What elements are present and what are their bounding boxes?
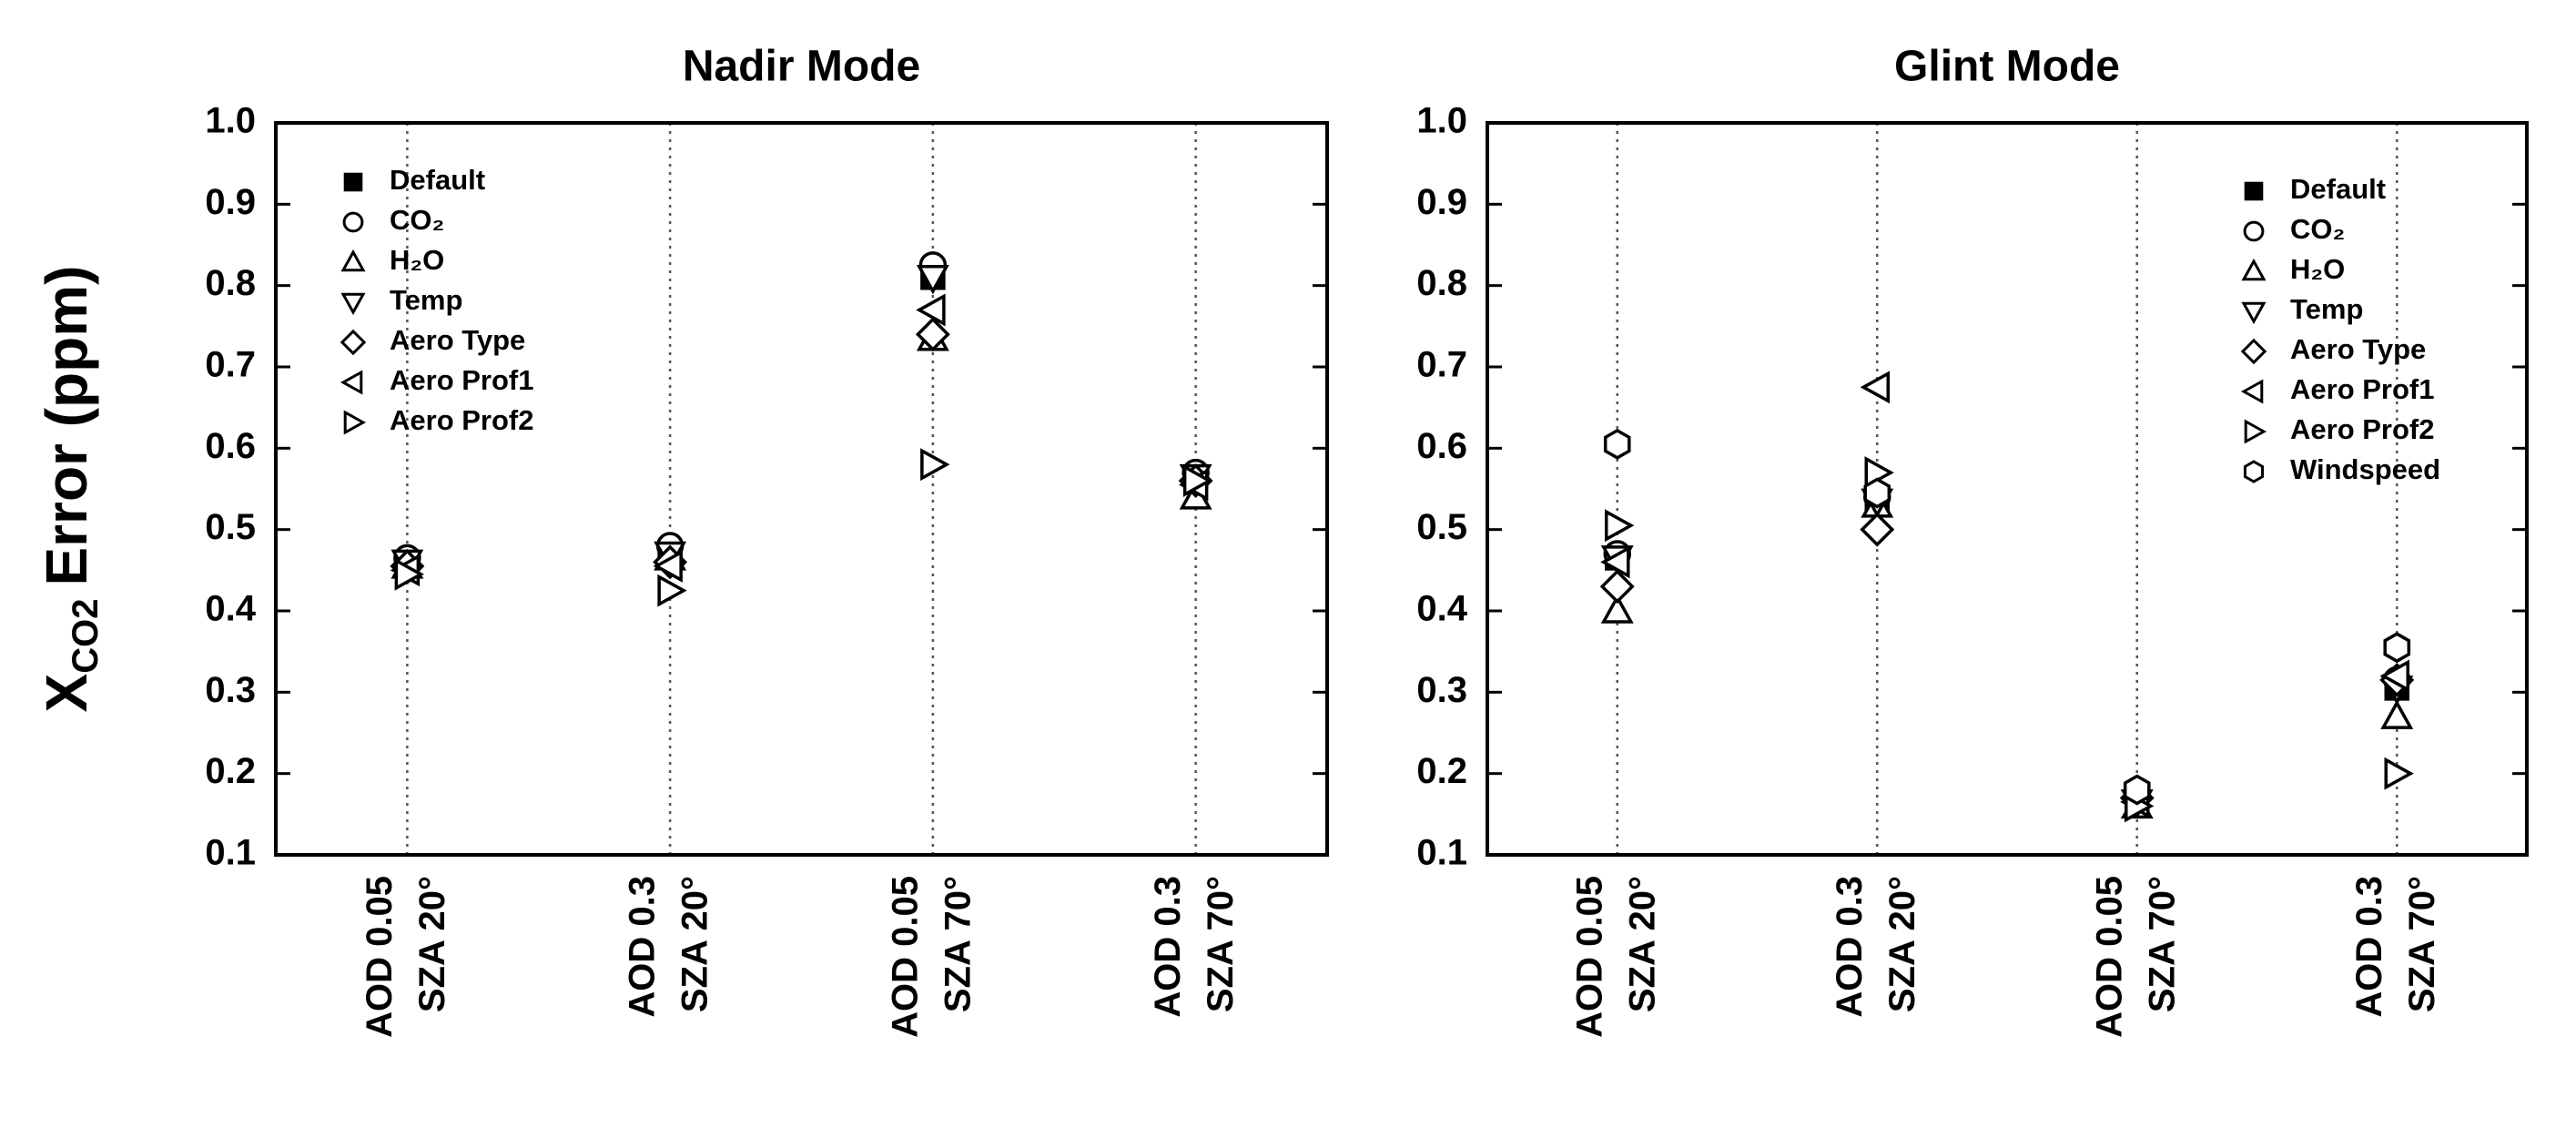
- legend-label: Temp: [2290, 293, 2363, 325]
- y-tick-label: 0.7: [205, 345, 256, 385]
- y-tick-label: 0.8: [205, 263, 256, 303]
- chart-title: Glint Mode: [1894, 43, 2120, 91]
- y-tick-label: 0.9: [1416, 182, 1467, 222]
- data-point: [1603, 428, 1631, 460]
- x-tick-label: SZA 70°: [1201, 876, 1241, 1012]
- y-tick-label: 0.5: [1416, 507, 1467, 547]
- x-tick-label: AOD 0.05: [360, 876, 400, 1038]
- data-point: [916, 293, 946, 327]
- marker: [342, 211, 364, 233]
- x-tick-label: AOD 0.3: [1830, 876, 1870, 1018]
- data-point: [1863, 477, 1891, 509]
- y-tick-label: 0.3: [205, 670, 256, 710]
- y-tick-label: 0.5: [205, 507, 256, 547]
- marker: [340, 249, 366, 272]
- y-tick-label: 0.3: [1416, 670, 1467, 710]
- marker: [343, 410, 367, 435]
- data-point: [916, 264, 949, 295]
- marker: [340, 370, 363, 395]
- data-point: [657, 574, 687, 607]
- data-point: [2384, 757, 2414, 790]
- plot-frame: [274, 121, 1329, 857]
- legend-label: H₂O: [2290, 253, 2345, 285]
- legend-label: Aero Prof2: [390, 404, 533, 436]
- data-point: [920, 448, 950, 482]
- y-axis-label-sub: CO2: [66, 599, 106, 674]
- x-tick-label: AOD 0.3: [2349, 876, 2389, 1018]
- data-point: [915, 317, 950, 352]
- marker: [340, 329, 367, 356]
- marker: [2243, 220, 2265, 242]
- x-tick-label: AOD 0.3: [623, 876, 663, 1018]
- marker: [340, 292, 366, 316]
- data-point: [653, 549, 683, 583]
- legend-label: Default: [390, 164, 485, 196]
- x-tick-label: SZA 70°: [2402, 876, 2442, 1012]
- data-point: [2123, 774, 2151, 806]
- y-tick-label: 0.1: [205, 833, 256, 873]
- marker: [2240, 379, 2264, 404]
- data-point: [1860, 371, 1890, 404]
- x-tick-label: SZA 70°: [2142, 876, 2182, 1012]
- x-tick-label: SZA 20°: [1622, 876, 1662, 1012]
- legend-label: Aero Type: [390, 324, 525, 356]
- data-point: [1600, 545, 1630, 579]
- y-tick-label: 0.8: [1416, 263, 1467, 303]
- legend-label: Temp: [390, 284, 462, 316]
- y-tick-label: 0.6: [1416, 426, 1467, 466]
- marker: [2243, 460, 2265, 483]
- data-point: [1182, 464, 1213, 498]
- legend-label: Windspeed: [2290, 453, 2440, 485]
- x-tick-label: SZA 20°: [412, 876, 452, 1012]
- marker: [2244, 419, 2267, 444]
- data-point: [1600, 594, 1634, 624]
- data-point: [2380, 699, 2414, 729]
- marker: [2241, 301, 2267, 325]
- data-point: [2379, 659, 2409, 693]
- y-axis-label: XCO2 Error (ppm): [34, 266, 106, 713]
- marker: [2241, 258, 2267, 281]
- y-tick-label: 0.6: [205, 426, 256, 466]
- plot-frame: [1486, 121, 2529, 857]
- marker: [2244, 181, 2264, 201]
- marker: [2240, 338, 2267, 365]
- legend-label: Aero Prof2: [2290, 413, 2434, 445]
- x-tick-label: AOD 0.05: [1569, 876, 1609, 1038]
- x-tick-label: AOD 0.05: [2089, 876, 2129, 1038]
- x-tick-label: SZA 70°: [938, 876, 978, 1012]
- y-axis-label-part: X: [34, 673, 99, 712]
- y-tick-label: 0.7: [1416, 345, 1467, 385]
- legend-label: CO₂: [2290, 213, 2345, 245]
- legend-label: CO₂: [390, 204, 444, 236]
- y-tick-label: 0.1: [1416, 833, 1467, 873]
- legend-label: Aero Prof1: [2290, 373, 2434, 405]
- data-point: [2383, 632, 2411, 664]
- y-tick-label: 0.2: [205, 751, 256, 791]
- legend-label: Aero Prof1: [390, 364, 533, 396]
- y-tick-label: 1.0: [1416, 101, 1467, 141]
- legend-label: H₂O: [390, 244, 444, 276]
- legend-label: Aero Type: [2290, 333, 2426, 365]
- y-tick-label: 0.4: [1416, 589, 1467, 629]
- data-point: [394, 557, 424, 591]
- y-tick-label: 0.2: [1416, 751, 1467, 791]
- y-axis-label-part: Error (ppm): [34, 266, 99, 586]
- chart-title: Nadir Mode: [683, 43, 920, 91]
- marker: [343, 172, 363, 192]
- legend-label: Default: [2290, 173, 2386, 205]
- x-tick-label: SZA 20°: [1882, 876, 1922, 1012]
- x-tick-label: SZA 20°: [675, 876, 715, 1012]
- data-point: [1599, 569, 1635, 605]
- y-tick-label: 1.0: [205, 101, 256, 141]
- y-tick-label: 0.4: [205, 589, 256, 629]
- data-point: [1860, 512, 1895, 547]
- x-tick-label: AOD 0.05: [885, 876, 925, 1038]
- y-tick-label: 0.9: [205, 182, 256, 222]
- data-point: [1605, 509, 1635, 543]
- x-tick-label: AOD 0.3: [1148, 876, 1188, 1018]
